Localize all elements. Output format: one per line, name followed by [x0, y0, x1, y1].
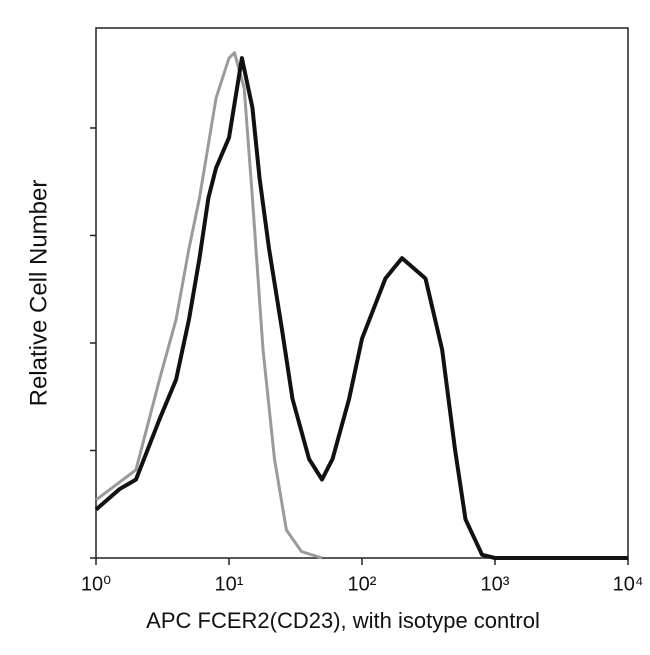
x-tick-label: 10¹: [215, 573, 244, 595]
series-line: [94, 56, 628, 560]
y-axis-label: Relative Cell Number: [25, 180, 52, 407]
series-line: [95, 51, 323, 560]
x-tick-label: 10⁴: [613, 573, 644, 595]
x-tick-label: 10³: [481, 573, 510, 595]
x-tick-label: 10²: [348, 573, 377, 595]
x-axis-label: APC FCER2(CD23), with isotype control: [146, 608, 540, 633]
plot-frame: [95, 27, 629, 559]
x-tick-label: 10⁰: [81, 573, 111, 595]
